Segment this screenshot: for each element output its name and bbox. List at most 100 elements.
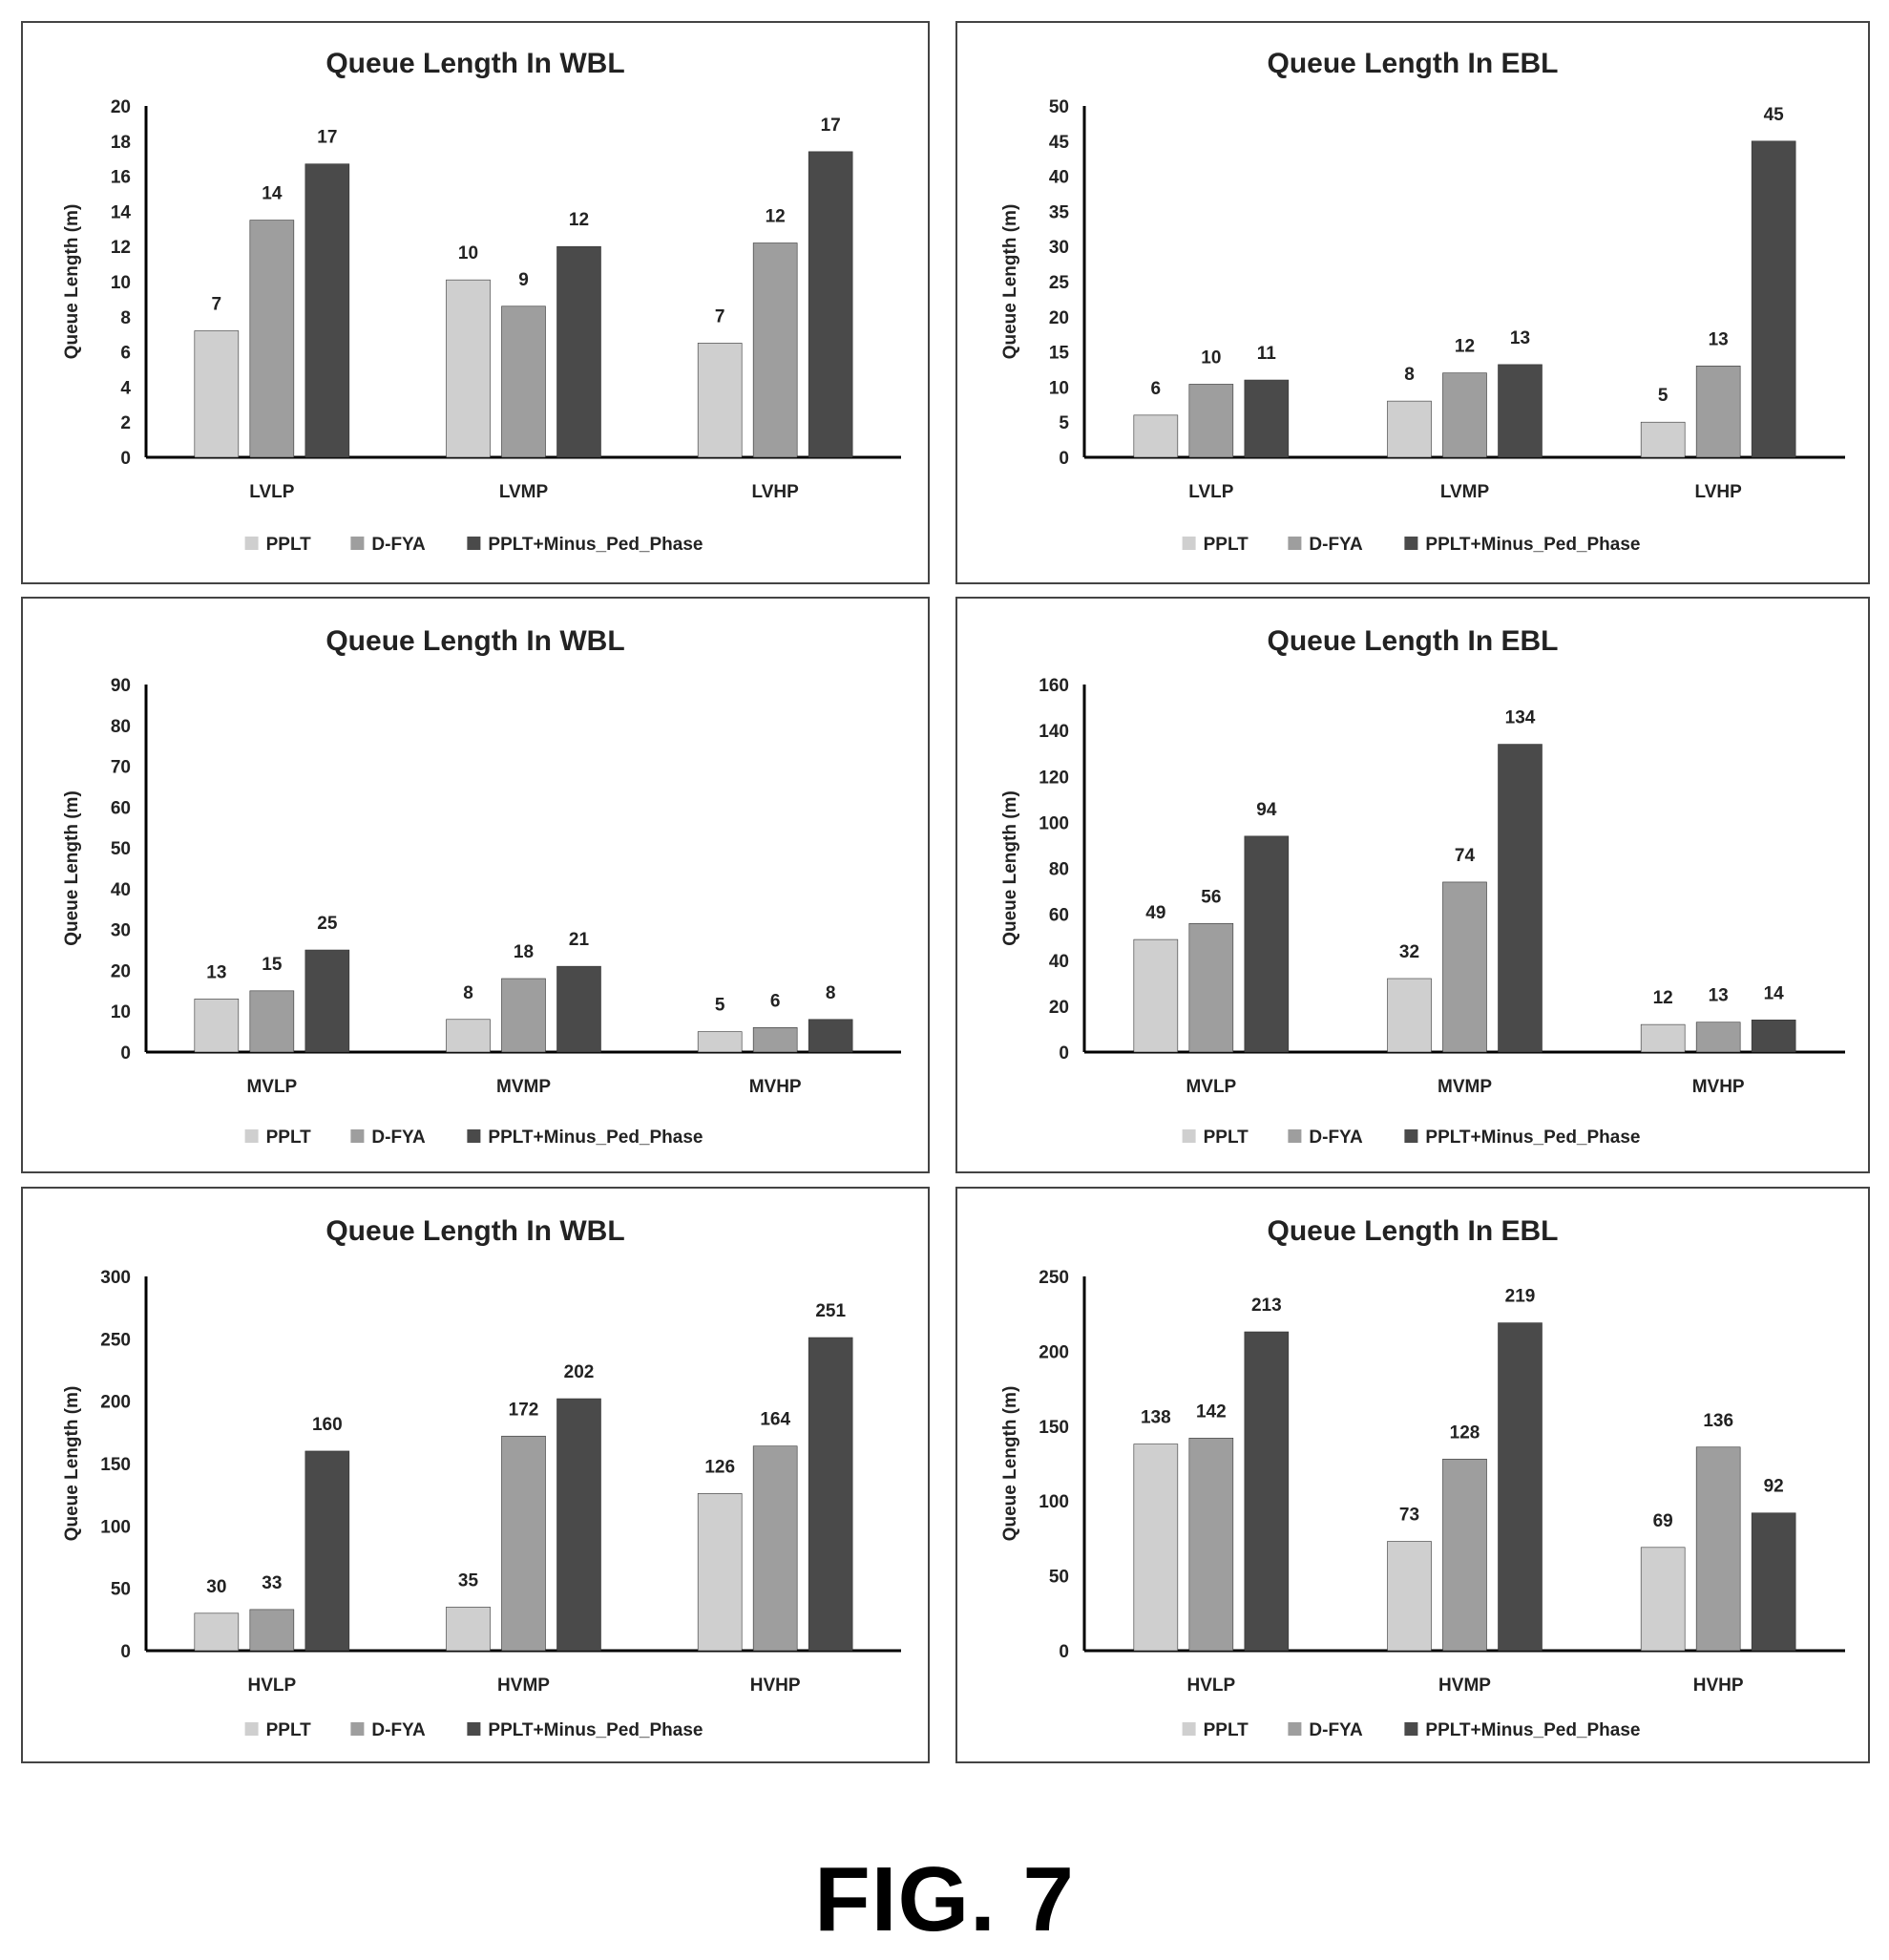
bar-lvhp-pplt-minus-ped-phase — [1751, 140, 1796, 458]
legend-label: PPLT — [1204, 535, 1249, 555]
data-label: 13 — [1709, 329, 1729, 349]
data-label: 30 — [206, 1577, 226, 1597]
bar-hvlp-d-fya — [1188, 1438, 1234, 1652]
y-tick-label: 80 — [111, 717, 131, 737]
x-tick-label: LVMP — [1440, 482, 1490, 502]
chart-svg: Queue Length In WBL Queue Length (m) 0 2 4 6 8… — [62, 48, 901, 555]
y-tick-label: 50 — [111, 839, 131, 859]
data-label: 73 — [1399, 1506, 1419, 1526]
y-tick-label: 10 — [111, 1002, 131, 1022]
bar-hvmp-pplt — [1387, 1541, 1432, 1652]
bar-mvhp-pplt — [1640, 1023, 1686, 1053]
bar-hvhp-d-fya — [752, 1445, 798, 1652]
data-label: 18 — [514, 942, 534, 962]
chart-panel-wbl-low-volume: Queue Length In WBL Queue Length (m) 0 2 4 6 8… — [21, 21, 930, 584]
y-tick-label: 250 — [100, 1330, 131, 1350]
bar-lvlp-d-fya — [1188, 384, 1234, 458]
x-tick-label: HVLP — [1186, 1675, 1235, 1696]
y-tick-label: 0 — [120, 449, 131, 469]
legend-swatch-d-fya — [350, 537, 365, 550]
data-label: 15 — [262, 955, 283, 975]
legend-swatch-d-fya — [350, 1129, 365, 1143]
x-tick-label: LVHP — [752, 482, 800, 502]
data-label: 251 — [815, 1301, 846, 1321]
y-tick-label: 8 — [120, 308, 131, 328]
chart-svg: Queue Length In EBL Queue Length (m) 0 50 10… — [1000, 1215, 1845, 1740]
bar-hvhp-d-fya — [1695, 1446, 1741, 1652]
x-tick-label: MVLP — [246, 1077, 297, 1097]
chart-title: Queue Length In EBL — [1268, 625, 1559, 657]
data-label: 11 — [1257, 344, 1277, 364]
data-label: 13 — [1510, 328, 1530, 348]
bar-hvmp-pplt — [446, 1606, 491, 1652]
legend-swatch-pplt — [244, 537, 259, 550]
legend-swatch-d-fya — [350, 1722, 365, 1736]
y-tick-label: 250 — [1039, 1268, 1069, 1288]
data-label: 56 — [1201, 887, 1221, 907]
x-tick-label: MVHP — [749, 1077, 802, 1097]
legend-label: PPLT+Minus_Ped_Phase — [1425, 1720, 1640, 1740]
data-label: 10 — [458, 243, 478, 263]
y-tick-label: 30 — [111, 921, 131, 941]
bar-mvmp-pplt — [1387, 978, 1432, 1053]
data-label: 17 — [821, 116, 841, 136]
legend-label: D-FYA — [371, 1720, 426, 1740]
chart-svg: Queue Length In WBL Queue Length (m) 0 50 10… — [62, 1215, 901, 1740]
y-tick-label: 160 — [1039, 676, 1069, 696]
data-label: 17 — [317, 128, 337, 148]
chart-title: Queue Length In WBL — [325, 625, 624, 657]
y-tick-label: 60 — [111, 798, 131, 818]
legend-label: PPLT — [1204, 1720, 1249, 1740]
data-label: 12 — [569, 210, 589, 230]
data-label: 21 — [569, 930, 590, 950]
y-tick-label: 200 — [100, 1393, 131, 1413]
chart-svg: Queue Length In EBL Queue Length (m) 0 20 40… — [1000, 625, 1845, 1148]
y-axis-label: Queue Length (m) — [1000, 1386, 1020, 1542]
y-tick-label: 16 — [111, 168, 131, 188]
bar-lvmp-pplt-minus-ped-phase — [556, 245, 601, 458]
bar-hvmp-pplt-minus-ped-phase — [556, 1398, 601, 1652]
data-label: 219 — [1505, 1287, 1536, 1307]
y-tick-label: 120 — [1039, 768, 1069, 788]
data-label: 45 — [1764, 105, 1785, 125]
y-tick-label: 18 — [111, 133, 131, 153]
x-tick-label: HVMP — [1438, 1675, 1491, 1696]
legend-swatch-d-fya — [1288, 1722, 1302, 1736]
legend-label: D-FYA — [1309, 1128, 1363, 1148]
legend-label: PPLT+Minus_Ped_Phase — [1425, 1128, 1640, 1148]
bar-lvmp-pplt-minus-ped-phase — [1498, 364, 1543, 458]
y-tick-label: 100 — [1039, 813, 1069, 833]
y-tick-label: 30 — [1049, 238, 1069, 258]
bar-mvlp-pplt-minus-ped-phase — [1244, 835, 1290, 1053]
data-label: 160 — [312, 1415, 343, 1435]
data-label: 8 — [1404, 365, 1415, 385]
data-label: 164 — [760, 1410, 790, 1430]
bar-lvlp-pplt-minus-ped-phase — [1244, 379, 1290, 458]
y-tick-label: 50 — [1049, 97, 1069, 117]
y-tick-label: 70 — [111, 758, 131, 778]
data-label: 126 — [704, 1457, 735, 1477]
legend-swatch-pplt-minus-ped-phase — [1404, 1722, 1418, 1736]
data-label: 213 — [1251, 1296, 1282, 1316]
bar-mvhp-pplt-minus-ped-phase — [808, 1019, 853, 1053]
legend-label: PPLT — [266, 1720, 312, 1740]
data-label: 35 — [458, 1570, 479, 1591]
bar-lvlp-pplt-minus-ped-phase — [304, 163, 350, 458]
chart-title: Queue Length In EBL — [1268, 48, 1559, 79]
y-tick-label: 10 — [1049, 378, 1069, 398]
y-tick-label: 60 — [1049, 906, 1069, 926]
bar-mvlp-d-fya — [1188, 922, 1234, 1053]
figure-label: FIG. 7 — [814, 1848, 1075, 1950]
chart-panel-ebl-low-volume: Queue Length In EBL Queue Length (m) 0 5 10 1… — [955, 21, 1870, 584]
data-label: 12 — [1455, 337, 1475, 357]
x-tick-label: HVMP — [497, 1675, 550, 1696]
bar-mvlp-pplt — [194, 999, 240, 1053]
data-label: 12 — [1653, 988, 1673, 1008]
legend-swatch-pplt — [244, 1722, 259, 1736]
y-tick-label: 6 — [120, 344, 131, 364]
data-label: 202 — [564, 1362, 595, 1382]
data-label: 134 — [1505, 708, 1536, 728]
bar-lvlp-pplt — [1133, 414, 1179, 458]
bar-lvmp-d-fya — [1442, 372, 1487, 458]
y-tick-label: 15 — [1049, 344, 1070, 364]
